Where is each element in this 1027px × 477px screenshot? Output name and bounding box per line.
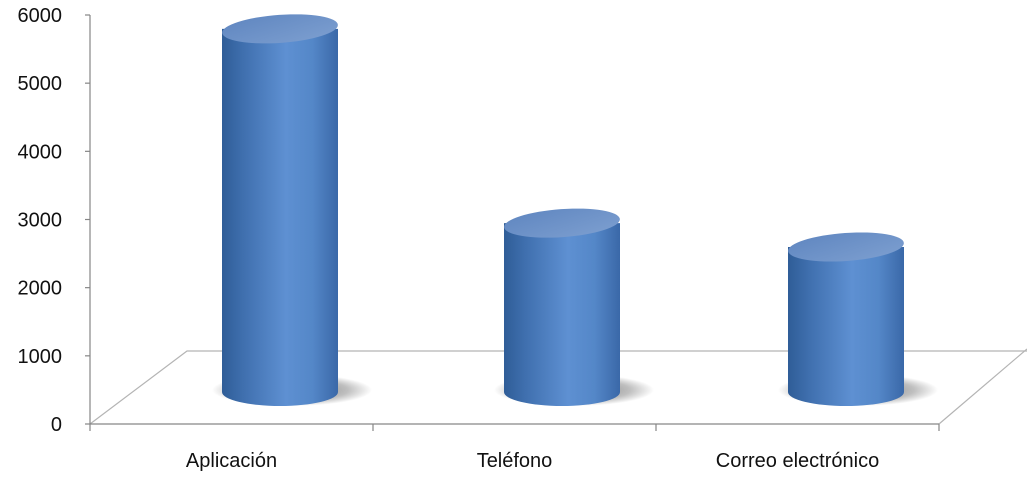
bar-body: [222, 28, 338, 406]
bar-body: [788, 246, 904, 406]
bar-top-cap: [788, 232, 904, 262]
y-tick-label: 1000: [18, 346, 63, 368]
x-category-label: Aplicación: [186, 450, 277, 472]
bar-top-cap: [222, 14, 338, 44]
y-tick-label: 6000: [18, 5, 63, 27]
floor-back-edge: [89, 350, 1027, 425]
bar-top-cap: [504, 208, 620, 238]
bar-2: [494, 208, 654, 406]
bar-1: [212, 14, 372, 406]
y-tick-label: 2000: [18, 278, 63, 300]
y-tick-label: 5000: [18, 73, 63, 95]
y-tick-label: 0: [51, 414, 62, 436]
x-category-label: Teléfono: [477, 450, 553, 472]
bar-body: [504, 223, 620, 406]
y-tick-label: 3000: [18, 210, 63, 232]
bar-3: [778, 232, 938, 406]
x-category-label: Correo electrónico: [716, 450, 879, 472]
floor-right-edge: [938, 348, 1027, 425]
y-tick-label: 4000: [18, 141, 63, 163]
